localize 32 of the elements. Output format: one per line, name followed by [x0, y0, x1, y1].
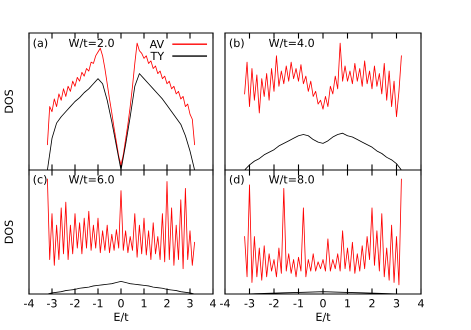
x-tick-label: 3: [187, 299, 193, 308]
x-tick-label: 3: [394, 299, 400, 308]
x-tick-label: 2: [164, 299, 170, 308]
x-tick-label: -3: [244, 299, 254, 308]
annotation: (a): [34, 38, 48, 48]
annotation: (d): [230, 174, 244, 185]
y-axis-title: DOS: [4, 220, 13, 244]
annotation: (c): [34, 174, 47, 185]
x-tick-label: -1: [294, 299, 304, 308]
x-tick-label: -3: [47, 299, 57, 308]
legend-label: TY: [150, 52, 164, 60]
x-tick-label: -1: [93, 299, 103, 308]
x-tick-label: -2: [70, 299, 80, 308]
annotation: W/t=6.0: [68, 175, 114, 184]
x-tick-label: 4: [210, 299, 216, 308]
annotation: W/t=8.0: [268, 175, 314, 184]
x-tick-label: 2: [369, 299, 374, 308]
x-tick-label: 0: [320, 299, 326, 308]
x-tick-label: -4: [220, 299, 230, 308]
legend-label: AV: [150, 40, 164, 48]
x-tick-label: -4: [24, 299, 34, 308]
annotation: W/t=4.0: [268, 38, 314, 48]
x-axis-title: E/t: [114, 312, 128, 322]
x-tick-label: -2: [269, 299, 278, 308]
x-tick-label: 1: [142, 299, 147, 308]
x-tick-label: 1: [345, 299, 350, 308]
x-tick-label: 0: [118, 299, 124, 308]
annotation: W/t=2.0: [68, 38, 114, 48]
x-tick-label: 4: [418, 299, 424, 308]
x-axis-title: E/t: [316, 312, 330, 322]
y-axis-title: DOS: [4, 90, 13, 113]
annotation: (b): [230, 38, 244, 48]
